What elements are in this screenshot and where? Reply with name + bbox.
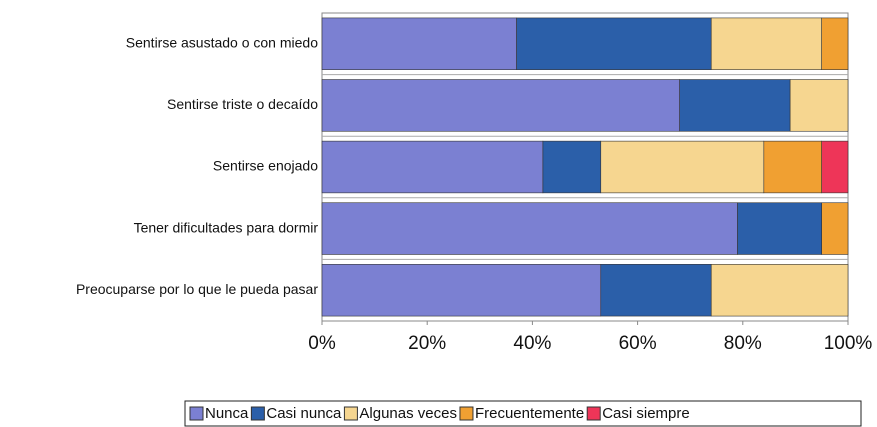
legend-label: Casi nunca (266, 405, 342, 422)
category-label: Sentirse triste o decaído (167, 96, 318, 112)
x-tick-label: 100% (824, 333, 873, 354)
bar-segment (679, 79, 791, 132)
legend-swatch (586, 406, 601, 421)
x-tick-label: 0% (308, 333, 336, 354)
x-tick-label: 20% (408, 333, 446, 354)
legend-label: Casi siempre (602, 405, 690, 422)
bar-segment (710, 17, 822, 70)
category-label: Preocuparse por lo que le pueda pasar (76, 281, 318, 297)
bar-segment (763, 140, 823, 194)
bar-segment (821, 202, 849, 255)
bar-segment (542, 140, 602, 194)
legend-label: Algunas veces (359, 405, 457, 422)
legend-swatch (250, 406, 265, 421)
legend-box (184, 400, 862, 427)
bar-segment (821, 140, 849, 194)
bar-segment (516, 17, 712, 70)
bar-segment (789, 79, 849, 132)
x-tick-label: 60% (619, 333, 657, 354)
bar-segment (321, 140, 544, 194)
legend-label: Nunca (205, 405, 249, 422)
bar-segment (821, 17, 849, 70)
category-label: Sentirse asustado o con miedo (126, 35, 318, 51)
category-label: Tener dificultades para dormir (134, 219, 319, 235)
legend-swatch (343, 406, 358, 421)
bar-segment (710, 264, 849, 317)
category-label: Sentirse enojado (213, 158, 318, 174)
x-tick-label: 80% (724, 333, 762, 354)
legend-swatch (189, 406, 204, 421)
bar-segment (321, 17, 517, 70)
legend-swatch (459, 406, 474, 421)
legend-label: Frecuentemente (475, 405, 584, 422)
bar-segment (321, 79, 680, 132)
bar-segment (600, 264, 712, 317)
x-tick-label: 40% (513, 333, 551, 354)
bar-segment (600, 140, 765, 194)
bar-segment (737, 202, 822, 255)
bar-segment (321, 202, 738, 255)
bar-segment (321, 264, 602, 317)
